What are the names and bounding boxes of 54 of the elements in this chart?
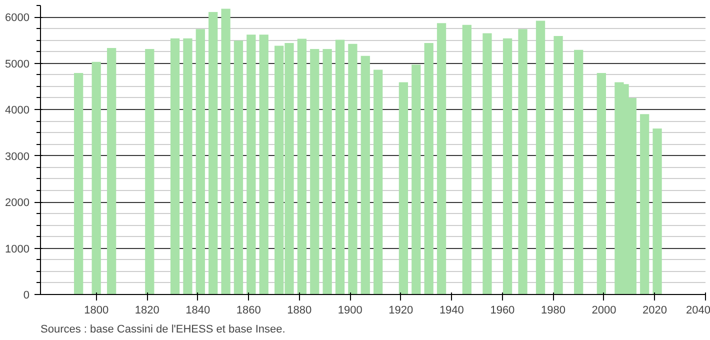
x-tick-label: 2020: [642, 304, 667, 316]
bar: [652, 128, 662, 294]
bar: [518, 29, 528, 294]
x-tick-label: 1820: [134, 304, 160, 316]
y-tick-label: 6000: [5, 12, 30, 24]
source-note: Sources : base Cassini de l'EHESS et base Insee.: [40, 324, 286, 336]
x-tick-label: 1900: [338, 304, 362, 316]
bar: [234, 40, 244, 294]
bar: [107, 48, 116, 294]
bar: [208, 12, 218, 294]
bar: [554, 36, 563, 294]
bar: [335, 40, 345, 294]
bar: [412, 64, 421, 294]
bar: [374, 70, 383, 294]
y-tick-label: 5000: [5, 58, 30, 70]
bar: [360, 56, 370, 294]
x-tick-label: 2000: [592, 304, 616, 316]
bar: [596, 73, 606, 294]
x-tick-label: 1920: [388, 304, 414, 316]
bar: [462, 24, 472, 294]
bar: [259, 34, 268, 294]
bar: [322, 48, 332, 294]
bar: [348, 44, 358, 294]
bar: [183, 38, 192, 294]
bar: [196, 29, 205, 294]
bar: [92, 62, 101, 294]
y-tick-label: 2000: [5, 197, 30, 210]
bar: [536, 20, 546, 294]
bar: [145, 48, 154, 294]
bar: [482, 33, 492, 294]
y-tick-label: 3000: [5, 150, 30, 163]
y-tick-label: 4000: [5, 104, 30, 117]
x-tick-label: 1960: [490, 304, 515, 316]
x-tick-label: 1840: [186, 304, 210, 316]
bar: [246, 34, 256, 294]
x-tick-label: 1800: [84, 304, 109, 316]
bar: [398, 82, 408, 294]
bar: [310, 48, 320, 294]
bar: [640, 114, 650, 294]
x-tick-label: 1980: [540, 304, 566, 316]
x-tick-label: 1880: [287, 304, 312, 316]
bar: [574, 50, 584, 294]
y-tick-label: 0: [23, 290, 30, 302]
bar: [297, 38, 306, 294]
bar: [221, 8, 230, 294]
x-tick-label: 1860: [236, 304, 261, 316]
bar: [424, 42, 434, 294]
bar: [74, 73, 84, 294]
bar: [502, 38, 512, 294]
x-tick-label: 1940: [439, 304, 464, 316]
x-tick-label: 2040: [686, 304, 710, 316]
bar: [436, 23, 446, 294]
y-tick-label: 1000: [5, 243, 30, 256]
bar: [170, 38, 180, 294]
